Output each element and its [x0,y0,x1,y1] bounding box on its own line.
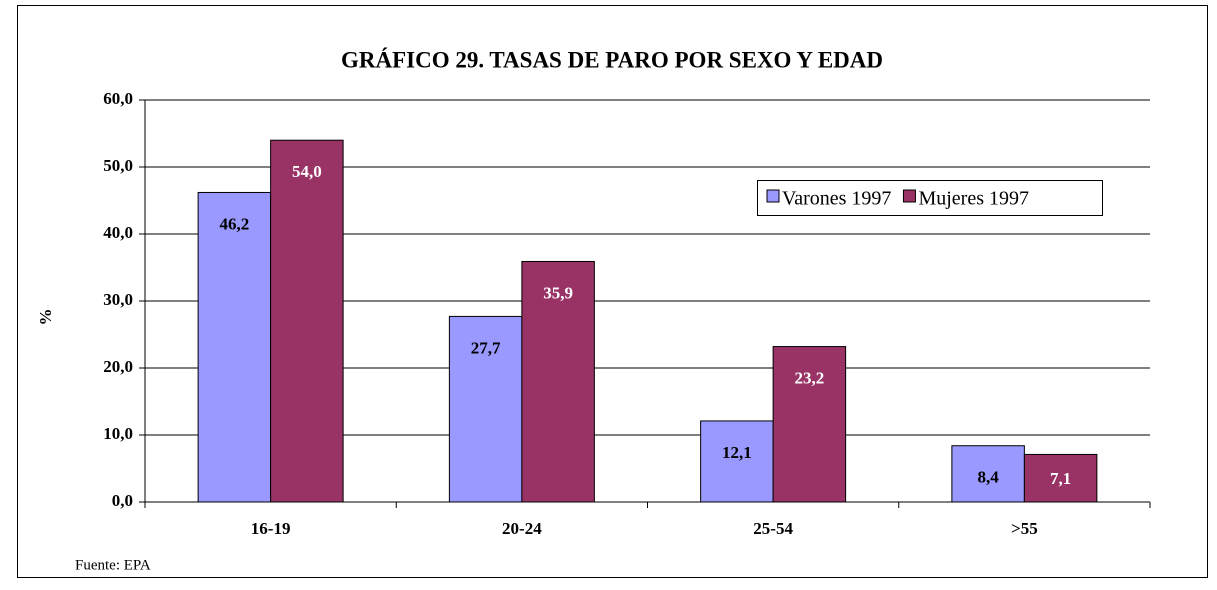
bar [951,445,1025,503]
data-label: 27,7 [471,338,501,357]
x-tick-label: 16-19 [251,519,291,538]
bar [448,315,523,503]
data-label: 23,2 [795,368,825,387]
y-tick-label: 30,0 [103,290,133,309]
chart-title: GRÁFICO 29. TASAS DE PARO POR SEXO Y EDA… [341,47,883,72]
bar [521,260,595,503]
data-label: 54,0 [292,162,322,181]
bar [1023,453,1098,503]
source-note: Fuente: EPA [75,557,151,573]
bar [197,191,272,503]
y-tick-label: 10,0 [103,424,133,443]
legend-swatch [766,189,780,203]
y-tick-label: 20,0 [103,357,133,376]
legend-label: Varones 1997 [782,188,891,210]
x-tick-label: 25-54 [753,519,793,538]
bar [772,346,847,503]
y-tick-label: 0,0 [112,491,133,510]
y-tick-label: 50,0 [103,156,133,175]
data-label: 8,4 [978,468,1000,487]
legend-swatch [902,189,916,203]
legend-box [757,180,1103,216]
data-label: 12,1 [722,443,752,462]
y-tick-label: 60,0 [103,89,133,108]
y-tick-label: 40,0 [103,223,133,242]
y-axis-label: % [36,309,55,326]
data-label: 7,1 [1050,469,1071,488]
x-tick-label: 20-24 [502,519,542,538]
x-tick-label: >55 [1011,519,1038,538]
bar [270,139,344,503]
legend-label: Mujeres 1997 [918,188,1029,210]
data-label: 46,2 [220,214,250,233]
data-label: 35,9 [543,283,573,302]
